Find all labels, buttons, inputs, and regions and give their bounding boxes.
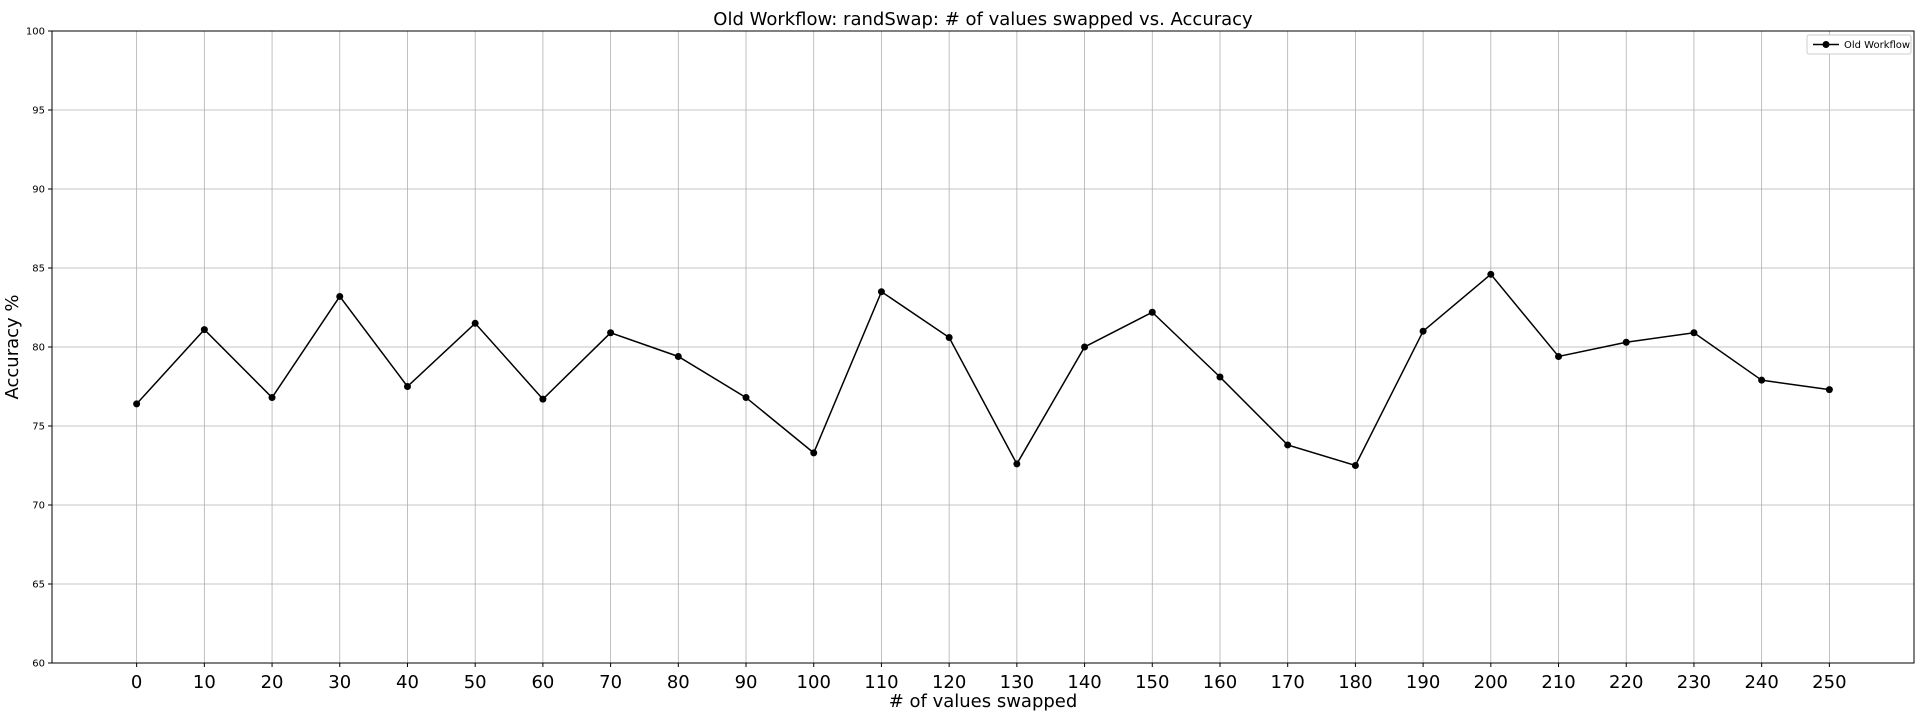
legend-marker-sample (1822, 41, 1830, 48)
data-point (403, 383, 411, 390)
legend-label-old-workflow: Old Workflow (1844, 40, 1910, 51)
data-point (1081, 343, 1089, 351)
data-point (1758, 376, 1766, 384)
x-axis-label: # of values swapped (889, 691, 1078, 712)
x-tick-label: 220 (1609, 672, 1643, 693)
x-tick-label: 80 (667, 672, 690, 693)
series-layer (133, 270, 1833, 469)
data-point (674, 352, 682, 360)
x-tick-label: 180 (1338, 672, 1372, 693)
y-tick-label: 90 (32, 185, 45, 196)
data-point (1216, 373, 1224, 381)
data-point (1148, 308, 1156, 316)
data-point (1555, 352, 1563, 360)
data-point (945, 334, 953, 342)
x-tick-label: 230 (1677, 672, 1711, 693)
x-tick-label: 20 (261, 672, 284, 693)
data-point (268, 394, 276, 402)
data-point (336, 292, 344, 300)
x-tick-label: 120 (932, 672, 966, 693)
data-point (810, 449, 818, 457)
data-point (877, 288, 885, 296)
x-tick-label: 210 (1541, 672, 1575, 693)
x-tick-label: 0 (131, 672, 142, 693)
x-tick-label: 10 (193, 672, 216, 693)
data-point (742, 394, 750, 402)
x-tick-label: 50 (464, 672, 487, 693)
y-tick-label: 60 (32, 659, 45, 670)
data-point (1013, 460, 1021, 468)
chart-title: Old Workflow: randSwap: # of values swap… (713, 9, 1253, 30)
data-point (1622, 338, 1630, 346)
data-point (1825, 386, 1833, 394)
y-tick-label: 80 (32, 343, 45, 354)
legend-box (1806, 34, 1912, 55)
x-tick-label: 140 (1067, 672, 1101, 693)
x-tick-label: 90 (735, 672, 758, 693)
y-tick-label: 70 (32, 501, 45, 512)
x-tick-label: 170 (1271, 672, 1305, 693)
x-tick-label: 30 (328, 672, 351, 693)
x-tick-label: 130 (1000, 672, 1034, 693)
data-point (1487, 270, 1495, 278)
y-tick-label: 95 (32, 106, 45, 117)
data-point (133, 400, 141, 408)
y-tick-label: 85 (32, 264, 45, 275)
x-tick-label: 240 (1744, 672, 1778, 693)
data-point (539, 395, 547, 403)
x-tick-label: 200 (1474, 672, 1508, 693)
x-axis-ticks: 0 10 20 30 40 50 60 70 80 90 100 110 120 130 140 150 160… (131, 663, 1847, 693)
grid (52, 30, 1914, 664)
x-tick-label: 70 (599, 672, 622, 693)
data-point (1690, 329, 1698, 337)
legend: Old Workflow (1806, 34, 1912, 55)
y-axis-ticks: 60 65 70 75 80 85 90 95 100 (26, 27, 52, 670)
y-tick-label: 75 (32, 422, 45, 433)
x-tick-label: 40 (396, 672, 419, 693)
x-tick-label: 100 (797, 672, 831, 693)
data-point (607, 329, 615, 337)
x-tick-label: 190 (1406, 672, 1440, 693)
data-point (1284, 441, 1292, 449)
x-tick-label: 150 (1135, 672, 1169, 693)
x-tick-label: 110 (864, 672, 898, 693)
y-axis-label: Accuracy % (2, 294, 23, 399)
y-tick-label: 100 (26, 27, 45, 38)
y-tick-label: 65 (32, 580, 45, 591)
data-point (200, 326, 208, 334)
data-point (1419, 327, 1427, 335)
x-tick-label: 60 (531, 672, 554, 693)
data-point (1351, 462, 1359, 469)
series-line-old-workflow (136, 273, 1830, 467)
x-tick-label: 160 (1203, 672, 1237, 693)
x-tick-label: 250 (1812, 672, 1846, 693)
data-point (471, 319, 479, 327)
